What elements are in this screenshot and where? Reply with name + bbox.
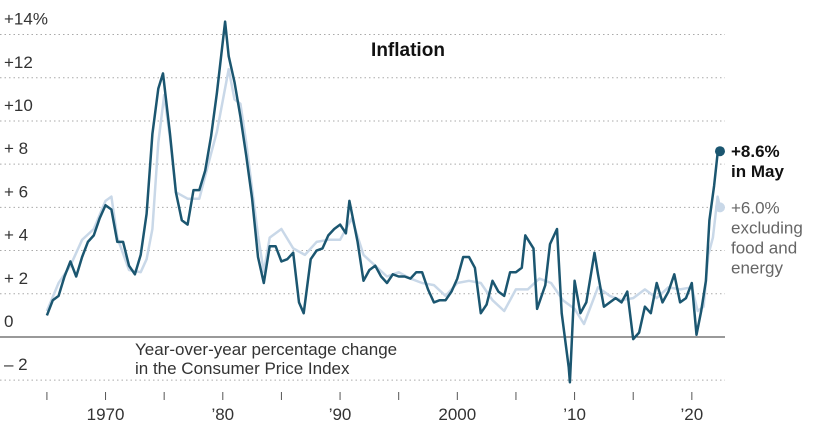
annotation: excluding <box>731 218 803 237</box>
end-dot <box>714 146 725 157</box>
annotation: +6.0% <box>731 198 780 217</box>
y-tick-label: + 4 <box>4 226 28 245</box>
x-tick-label: 1970 <box>87 405 125 424</box>
annotation: +8.6% <box>731 142 780 161</box>
annotation: energy <box>731 258 783 277</box>
y-tick-label: + 2 <box>4 269 28 288</box>
annotation: in May <box>731 162 784 181</box>
y-tick-label: +14% <box>4 10 48 29</box>
y-tick-label: 0 <box>4 312 13 331</box>
chart-note: Year-over-year percentage change <box>135 340 397 359</box>
y-tick-label: +12 <box>4 53 33 72</box>
x-tick-label: ’80 <box>211 405 234 424</box>
series-line <box>45 20 721 384</box>
x-tick-label: 2000 <box>438 405 476 424</box>
x-tick-label: ’20 <box>680 405 703 424</box>
y-tick-label: – 2 <box>4 355 28 374</box>
x-tick-label: ’90 <box>329 405 352 424</box>
end-dot <box>714 202 725 213</box>
y-tick-label: +10 <box>4 96 33 115</box>
chart-note: in the Consumer Price Index <box>135 359 350 378</box>
x-tick-label: ’10 <box>563 405 586 424</box>
chart-title: Inflation <box>371 40 445 61</box>
y-tick-label: + 6 <box>4 182 28 201</box>
annotation: food and <box>731 238 797 257</box>
y-tick-label: + 8 <box>4 139 28 158</box>
